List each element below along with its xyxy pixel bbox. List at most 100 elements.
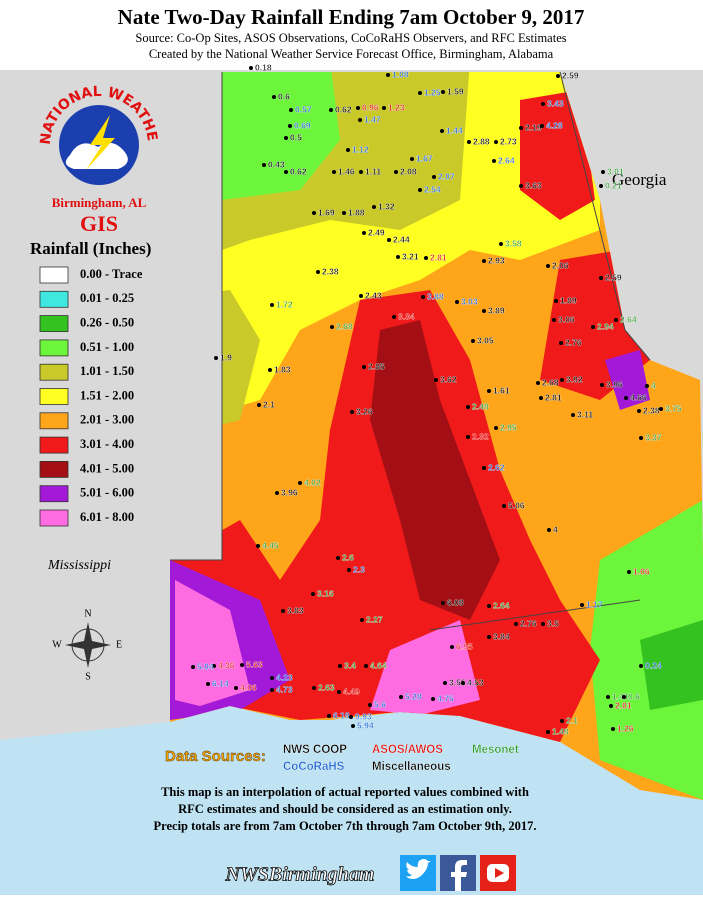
station-value: 1.83 [274, 364, 291, 374]
station-value: 2.48 [472, 401, 489, 411]
station-value: 3.11 [577, 409, 593, 419]
station-value: 3.88 [427, 291, 444, 301]
compass-w: W [52, 639, 62, 650]
station-dot [270, 303, 274, 307]
state-label: Mississippi [47, 558, 111, 573]
station-value: 4.36 [218, 660, 235, 670]
station-value: 2.27 [366, 614, 383, 624]
station-dot [559, 341, 563, 345]
station-value: 2.85 [368, 361, 385, 371]
station-value: 2.54 [424, 184, 441, 194]
station-dot [494, 426, 498, 430]
station-dot [270, 676, 274, 680]
legend-swatch [39, 509, 69, 527]
legend-swatch [39, 412, 69, 430]
station-value: 3.06 [558, 314, 575, 324]
station-value: 2.73 [500, 136, 517, 146]
station-value: 1.89 [560, 295, 577, 305]
station-value: 2.62 [488, 462, 505, 472]
station-dot [327, 714, 331, 718]
station-dot [499, 242, 503, 246]
station-dot [519, 184, 523, 188]
station-value: 5.04 [197, 661, 214, 671]
disclaimer-line: RFC estimates and should be considered a… [178, 802, 512, 816]
station-dot [191, 665, 195, 669]
station-dot [284, 170, 288, 174]
station-value: 3.16 [317, 588, 334, 598]
station-dot [349, 715, 353, 719]
station-dot [443, 681, 447, 685]
station-value: 3.34 [398, 311, 415, 321]
station-dot [362, 365, 366, 369]
station-value: 4.45 [262, 540, 279, 550]
disclaimer-line: This map is an interpolation of actual r… [161, 785, 529, 799]
station-dot [627, 570, 631, 574]
station-dot [547, 528, 551, 532]
station-dot [599, 276, 603, 280]
station-value: 3.5 [547, 618, 559, 628]
station-value: 4.28 [546, 120, 563, 130]
legend-label: 0.00 - Trace [80, 267, 143, 281]
station-value: 3.96 [606, 379, 623, 389]
station-value: 2.6 [342, 552, 354, 562]
legend-label: 0.51 - 1.00 [80, 340, 134, 354]
station-value: 1.48 [552, 726, 569, 736]
station-dot [356, 106, 360, 110]
station-dot [329, 108, 333, 112]
legend-label: 2.01 - 3.00 [80, 413, 134, 427]
station-value: 2.07 [438, 171, 455, 181]
state-label: Georgia [612, 170, 667, 189]
legend-swatch [39, 339, 69, 357]
legend-swatch [39, 315, 69, 333]
legend-label: 5.01 - 6.00 [80, 486, 134, 500]
compass-n: N [84, 608, 91, 619]
station-value: 2.32 [472, 431, 489, 441]
station-value: 3.21 [402, 251, 419, 261]
station-value: 3.55 [449, 677, 466, 687]
station-value: 5.28 [405, 691, 422, 701]
station-dot [272, 95, 276, 99]
station-dot [394, 170, 398, 174]
station-value: 6.08 [447, 597, 464, 607]
station-dot [455, 300, 459, 304]
station-value: 0.62 [335, 104, 352, 114]
stations: 0.18 0.6 0.62 0.5 0.43 0.62 1.46 1.11 2.08 1.69 1.… [191, 62, 682, 736]
station-dot [289, 108, 293, 112]
station-dot [298, 481, 302, 485]
station-value: 1.23 [388, 102, 405, 112]
station-value: 4.02 [304, 477, 321, 487]
station-dot [431, 697, 435, 701]
station-dot [316, 270, 320, 274]
footer-handle: NWSBirmingham [225, 864, 375, 886]
station-dot [421, 295, 425, 299]
station-value: 2.88 [473, 136, 490, 146]
station-dot [368, 703, 372, 707]
station-value: 3.05 [477, 335, 494, 345]
station-dot [461, 681, 465, 685]
logo-office: Birmingham, AL [52, 195, 147, 210]
station-dot [471, 339, 475, 343]
logo-gis: GIS [80, 211, 118, 236]
station-value: 2.68 [542, 377, 559, 387]
station-dot [359, 294, 363, 298]
source-name: CoCoRaHS [283, 761, 345, 773]
station-value: 5.6 [374, 699, 386, 709]
station-dot [350, 410, 354, 414]
legend-swatch [39, 436, 69, 454]
legend-label: 3.01 - 4.00 [80, 437, 134, 451]
legend-title: Rainfall (Inches) [30, 239, 151, 258]
station-dot [240, 663, 244, 667]
source-name: Mesonet [472, 744, 519, 756]
legend: 0.00 - Trace 0.01 - 0.25 0.26 - 0.50 0.51 -… [39, 266, 143, 527]
station-dot [337, 690, 341, 694]
station-value: 0.5 [290, 132, 302, 142]
station-value: 1.26 [617, 723, 634, 733]
station-value: 1.69 [318, 207, 335, 217]
station-value: 1.17 [586, 599, 603, 609]
station-dot [387, 238, 391, 242]
station-value: 3.03 [461, 296, 478, 306]
station-dot [541, 622, 545, 626]
station-dot [281, 609, 285, 613]
station-value: 1.72 [276, 299, 293, 309]
station-value: 2.38 [322, 266, 339, 276]
